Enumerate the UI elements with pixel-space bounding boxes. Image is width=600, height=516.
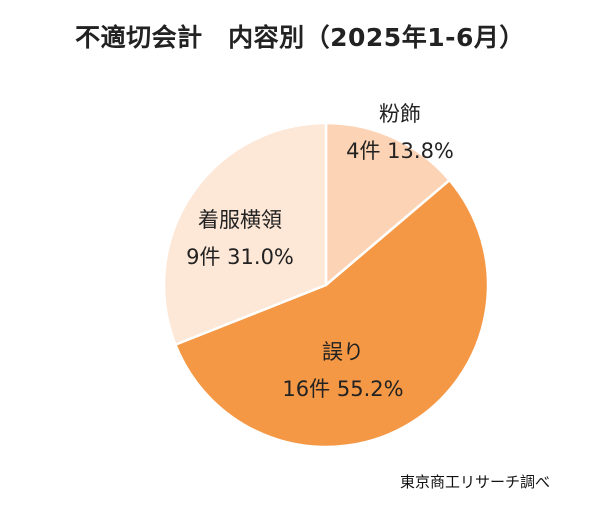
- pie-slice-0: [324, 121, 451, 287]
- pie-slice-1: [174, 178, 490, 449]
- slice-label-funshoku: 粉飾 4件 13.8%: [330, 104, 470, 162]
- slice-label-chakufuku-ouryou: 着服横領 9件 31.0%: [165, 210, 315, 268]
- pie-slices: [162, 121, 490, 449]
- slice-name: 着服横領: [198, 208, 282, 232]
- slice-value: 16件 55.2%: [282, 377, 404, 401]
- slice-name: 粉飾: [379, 102, 421, 126]
- slice-value: 9件 31.0%: [186, 245, 294, 269]
- pie-slice-2: [162, 121, 328, 346]
- slice-label-ayamari: 誤り 16件 55.2%: [268, 342, 418, 400]
- source-note: 東京商工リサーチ調べ: [399, 473, 550, 491]
- chart-title: 不適切会計 内容別（2025年1-6月）: [75, 23, 525, 52]
- slice-name: 誤り: [322, 340, 364, 364]
- slice-value: 4件 13.8%: [346, 139, 454, 163]
